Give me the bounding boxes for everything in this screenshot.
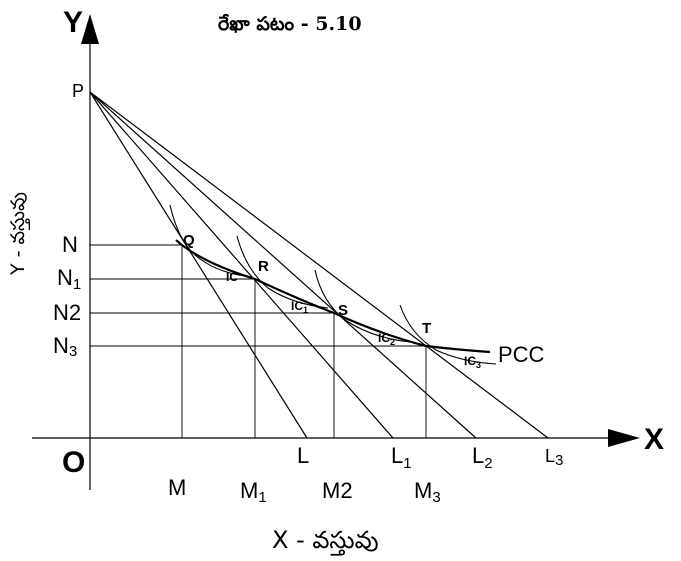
m2-label: M2 <box>322 478 353 503</box>
point-r-label: R <box>258 258 269 275</box>
ic3-label: IC3 <box>464 354 481 370</box>
origin-label: O <box>62 446 85 479</box>
ic2-label: IC2 <box>378 331 395 347</box>
pcc-curve <box>175 239 491 354</box>
l1-label: L1 <box>391 443 412 472</box>
budget-line-l1 <box>89 91 394 439</box>
l-label: L <box>297 443 309 468</box>
m3-label: M3 <box>414 478 441 506</box>
n3-label: N3 <box>53 333 77 360</box>
indifference-curve-ic3 <box>399 304 497 365</box>
point-q-label: Q <box>183 232 195 249</box>
x-axis-letter: X <box>644 423 664 456</box>
budget-line-l2 <box>89 91 477 439</box>
x-axis-caption: X - వస్తువు <box>272 526 379 556</box>
y-axis-letter: Y <box>63 6 83 39</box>
point-t-label: T <box>422 320 431 337</box>
l3-label: L3 <box>545 446 563 469</box>
budget-line-l3 <box>89 91 549 439</box>
n2-label: N2 <box>53 300 81 325</box>
y-axis-arrow-icon <box>81 14 99 44</box>
indifference-curve-ic <box>169 204 246 277</box>
y-axis-caption: Y - వస్తువు <box>7 192 31 276</box>
indifference-curve-ic2 <box>314 269 411 343</box>
m1-label: M1 <box>240 478 267 506</box>
ic1-label: IC1 <box>291 299 308 315</box>
pcc-label: PCC <box>498 342 545 367</box>
n-label: N <box>62 232 78 257</box>
budget-line-l <box>89 91 308 439</box>
indifference-curve-ic1 <box>236 235 329 309</box>
m-label: M <box>168 475 186 500</box>
x-axis-arrow-icon <box>608 429 640 447</box>
figure-title: రేఖా పటం - 5.10 <box>218 13 362 35</box>
intercept-p-label: P <box>72 81 84 101</box>
ic-label: IC <box>226 270 238 284</box>
point-s-label: S <box>338 302 348 319</box>
n1-label: N1 <box>57 265 81 293</box>
l2-label: L2 <box>472 443 493 472</box>
